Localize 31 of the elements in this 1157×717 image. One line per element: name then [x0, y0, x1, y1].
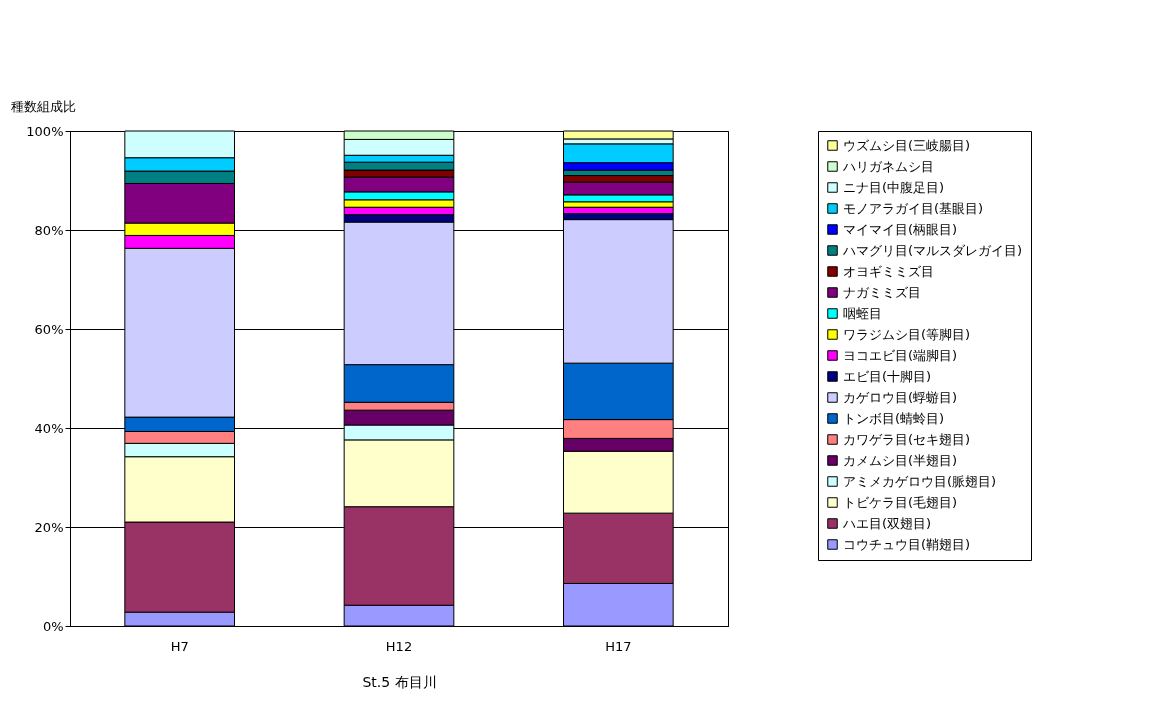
legend-label: カメムシ目(半翅目)	[843, 452, 958, 468]
legend-label: マイマイ目(柄眼目)	[843, 221, 958, 237]
legend-label: カゲロウ目(蜉蝣目)	[843, 389, 958, 405]
y-tick-label: 80%	[34, 222, 64, 238]
legend-label: ワラジムシ目(等脚目)	[843, 326, 971, 342]
legend-label: トンボ目(蜻蛉目)	[843, 410, 945, 426]
y-tick-label: 40%	[34, 420, 64, 436]
legend-label: ハエ目(双翅目)	[842, 515, 932, 531]
legend-label: モノアラガイ目(基眼目)	[843, 200, 984, 216]
y-tick-label: 20%	[34, 519, 64, 535]
x-tick-label: H7	[170, 638, 189, 654]
legend-label: ウズムシ目(三岐腸目)	[843, 137, 971, 153]
legend-label: トビケラ目(毛翅目)	[843, 494, 958, 510]
x-tick-label: H17	[605, 638, 632, 654]
legend-label: オヨギミミズ目	[843, 263, 934, 279]
y-tick-label: 0%	[42, 618, 64, 634]
x-tick-label: H12	[385, 638, 413, 654]
legend-label: カワゲラ目(セキ翅目)	[843, 431, 971, 447]
legend-label: エビ目(十脚目)	[843, 368, 932, 384]
y-axis-title: 種数組成比	[10, 98, 76, 114]
x-axis-title: St.5 布目川	[362, 673, 437, 690]
y-tick-label: 60%	[34, 321, 64, 337]
legend-label: ヨコエビ目(端脚目)	[843, 347, 958, 363]
legend-label: ハリガネムシ目	[842, 158, 934, 174]
y-tick-label: 100%	[26, 123, 64, 139]
legend-label: ニナ目(中腹足目)	[843, 179, 945, 195]
legend-label: 咽蛭目	[843, 305, 882, 321]
legend-label: ハマグリ目(マルスダレガイ目)	[842, 242, 1023, 258]
legend-label: アミメカゲロウ目(脈翅目)	[843, 473, 997, 489]
legend-label: ナガミミズ目	[843, 284, 921, 300]
legend-label: コウチュウ目(鞘翅目)	[843, 536, 971, 552]
